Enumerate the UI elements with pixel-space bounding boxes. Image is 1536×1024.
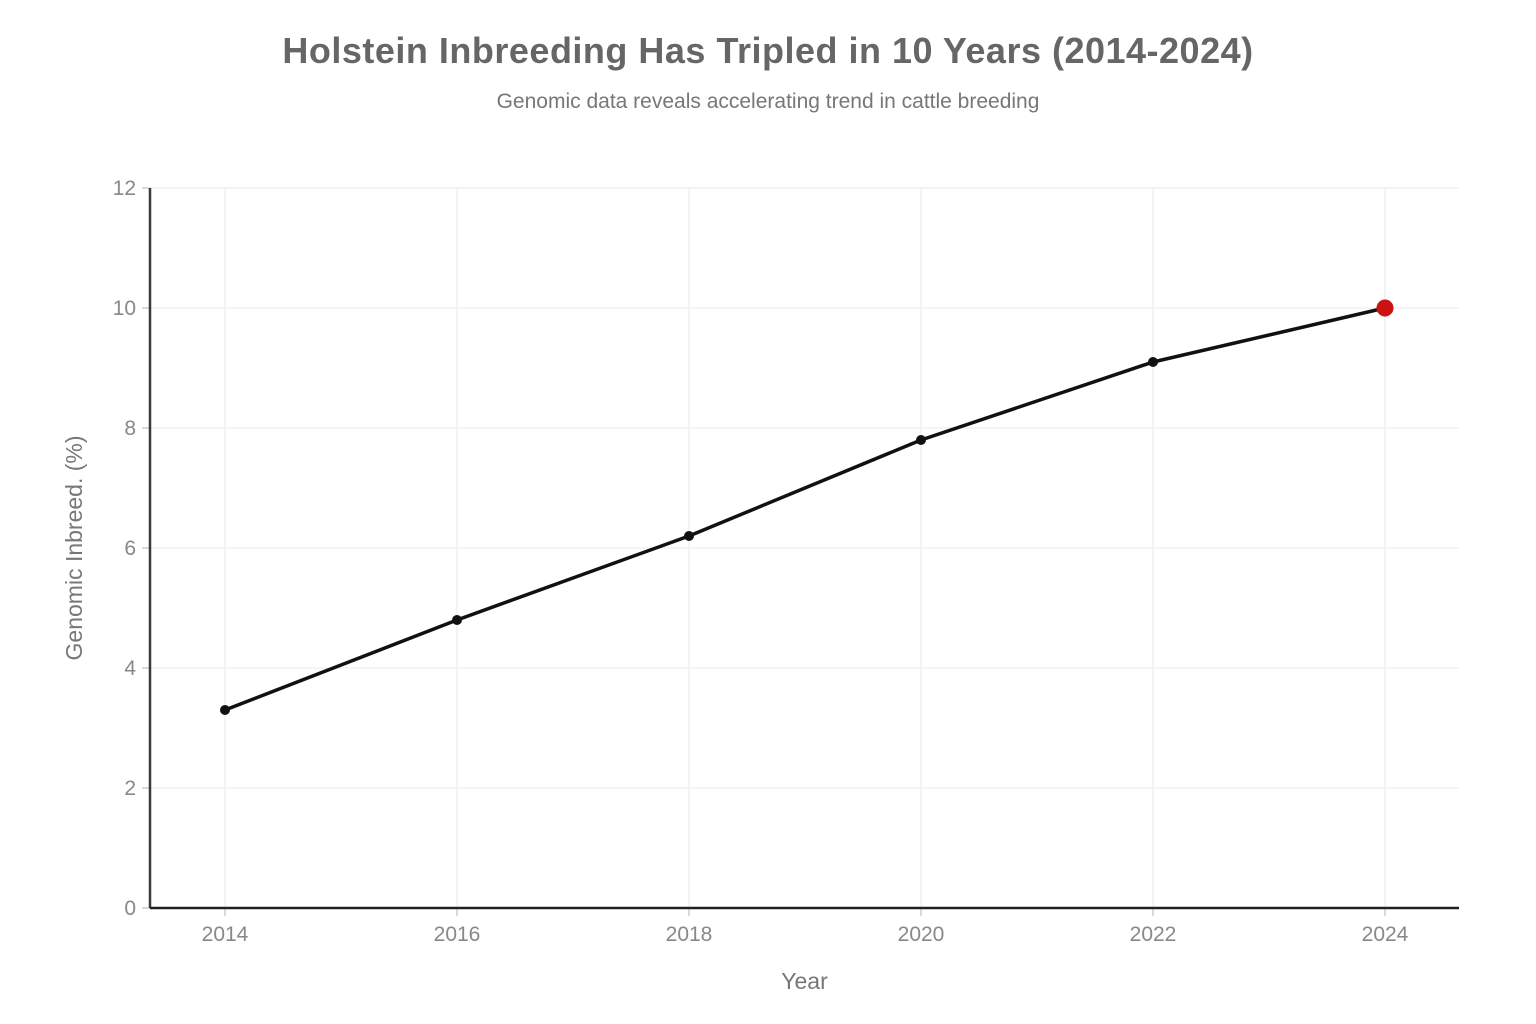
y-tick-label: 4 [124, 657, 136, 680]
x-tick-label: 2014 [202, 923, 249, 946]
chart-title: Holstein Inbreeding Has Tripled in 10 Ye… [282, 30, 1254, 71]
y-tick-label: 2 [124, 777, 136, 800]
x-axis-title: Year [781, 968, 828, 994]
x-tick-label: 2018 [666, 923, 713, 946]
chart-subtitle: Genomic data reveals accelerating trend … [496, 90, 1040, 113]
data-point [916, 435, 926, 445]
x-tick-label: 2016 [434, 923, 481, 946]
y-tick-label: 10 [113, 297, 136, 320]
y-tick-label: 12 [113, 177, 136, 200]
x-tick-label: 2024 [1362, 923, 1409, 946]
trend-line [223, 306, 1387, 712]
x-tick-label: 2022 [1130, 923, 1177, 946]
data-point [684, 531, 694, 541]
x-tick-label: 2020 [898, 923, 945, 946]
y-tick-label: 0 [124, 897, 136, 920]
highlight-data-point [1376, 299, 1394, 317]
y-tick-label: 6 [124, 537, 136, 560]
data-point [220, 705, 230, 715]
data-point [452, 615, 462, 625]
y-axis-title: Genomic Inbreed. (%) [61, 436, 87, 661]
data-point [1148, 357, 1158, 367]
y-tick-label: 8 [124, 417, 136, 440]
